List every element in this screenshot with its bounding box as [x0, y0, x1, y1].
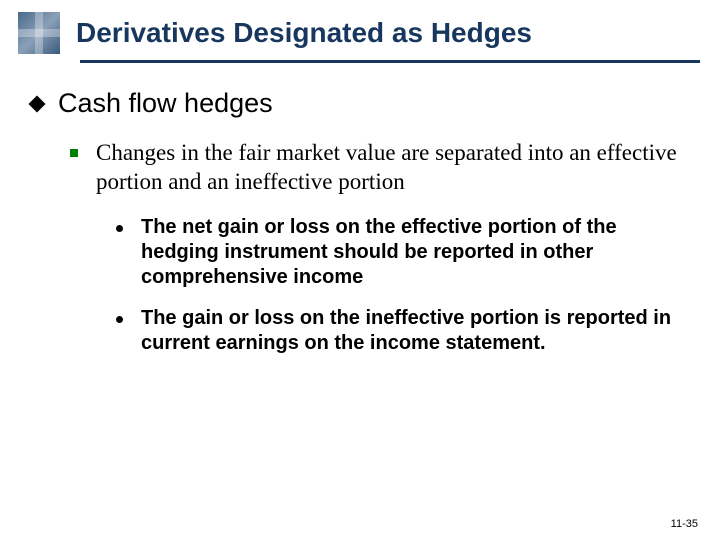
square-bullet-icon — [70, 149, 78, 157]
bullet-level3: The net gain or loss on the effective po… — [116, 215, 690, 290]
disc-bullet-icon — [116, 316, 123, 323]
header-logo-icon — [18, 12, 60, 54]
level3-text: The net gain or loss on the effective po… — [141, 215, 690, 290]
disc-bullet-icon — [116, 225, 123, 232]
level2-text: Changes in the fair market value are sep… — [96, 139, 690, 197]
diamond-bullet-icon — [30, 97, 44, 111]
slide-content: Cash flow hedges Changes in the fair mar… — [0, 63, 720, 356]
slide-header: Derivatives Designated as Hedges — [0, 0, 720, 58]
level3-text: The gain or loss on the ineffective port… — [141, 306, 690, 356]
bullet-level1: Cash flow hedges — [30, 87, 690, 119]
bullet-level3: The gain or loss on the ineffective port… — [116, 306, 690, 356]
bullet-level2: Changes in the fair market value are sep… — [70, 139, 690, 197]
slide-title: Derivatives Designated as Hedges — [76, 17, 532, 49]
page-number: 11-35 — [671, 518, 698, 530]
level1-text: Cash flow hedges — [58, 87, 273, 119]
